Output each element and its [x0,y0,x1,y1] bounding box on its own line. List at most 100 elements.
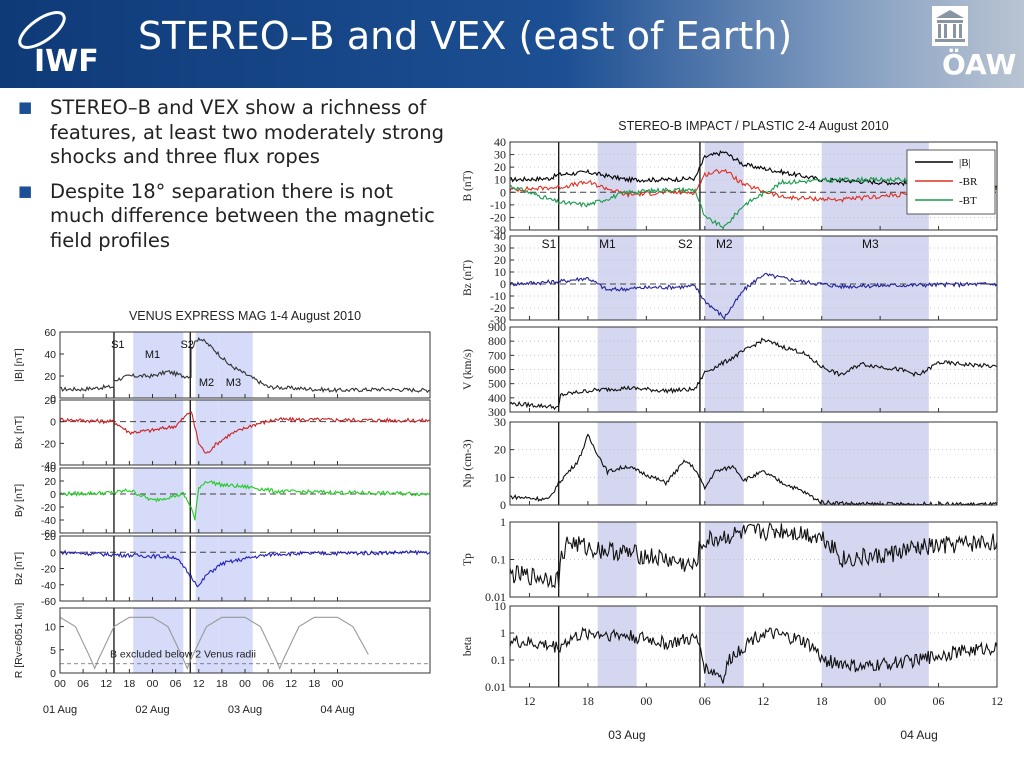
legend-label: -BT [959,195,977,207]
y-tick-label: 600 [488,363,506,377]
chart-legend: |B| -BR -BT [906,149,996,215]
y-tick-label: 40 [494,229,506,243]
flux-rope-band [195,608,219,673]
y-axis-label: Tp [462,553,474,566]
y-tick-label: -60 [41,528,56,540]
y-tick-label: -20 [41,502,56,514]
date-label: 03 Aug [228,704,262,716]
flux-rope-band [195,468,219,533]
x-tick-label: 18 [582,694,594,708]
x-tick-label: 12 [285,678,297,690]
y-tick-label: 40 [44,349,56,361]
y-tick-label: 0 [50,417,56,429]
panel-frame [509,421,998,506]
series-line [59,616,369,670]
flux-rope-band [821,606,929,687]
y-tick-label: -20 [490,210,506,224]
series-line [509,337,998,411]
x-tick-label: 12 [193,678,205,690]
bullet-marker-icon: ■ [18,98,33,116]
y-axis-label: B (nT) [462,170,474,201]
x-tick-label: 12 [100,678,112,690]
bullet-text: STEREO–B and VEX show a richness of feat… [50,96,444,168]
y-tick-label: 10 [44,622,56,634]
flux-rope-band [133,400,184,465]
y-tick-label: 10 [494,265,506,279]
flux-rope-band [218,468,253,533]
flux-rope-band [195,400,219,465]
event-label: M3 [226,377,241,389]
y-tick-label: 30 [494,241,506,255]
y-tick-label: 5 [50,645,56,657]
x-tick-label: 18 [216,678,228,690]
date-label: 04 Aug [900,728,937,742]
y-tick-label: -30 [490,223,506,237]
x-tick-label: 06 [933,694,945,708]
y-axis-label: Bz [nT] [13,552,25,585]
event-label: S2 [180,339,193,351]
y-tick-label: 0 [50,489,56,501]
y-tick-label: -40 [41,580,56,592]
event-label: M2 [199,377,214,389]
y-tick-label: 20 [44,395,56,407]
y-tick-label: 0.1 [491,553,506,567]
y-tick-label: 10 [494,470,506,484]
y-axis-label: Bx [nT] [13,416,25,449]
x-tick-label: 12 [991,694,1003,708]
x-tick-label: 12 [757,694,769,708]
x-tick-label: 00 [54,678,66,690]
x-tick-label: 12 [523,694,535,708]
y-tick-label: 20 [494,160,506,174]
chart-title: STEREO-B IMPACT / PLASTIC 2-4 August 201… [618,119,889,133]
event-label: S2 [678,237,693,251]
x-tick-label: 18 [309,678,321,690]
y-tick-label: 0 [500,185,506,199]
flux-rope-band [704,422,744,505]
bullet-marker-icon: ■ [18,181,33,200]
x-tick-label: 06 [170,678,182,690]
y-axis-label: |B| [nT] [13,348,25,382]
y-tick-label: 400 [488,391,506,405]
flux-rope-band [133,332,184,398]
bullet-text: Despite 18° separation there is not much… [50,179,435,252]
x-tick-label: 00 [239,678,251,690]
y-tick-label: 60 [44,327,56,339]
x-tick-label: 06 [262,678,274,690]
flux-rope-band [597,236,637,320]
chart-panel: 20 0 -20 -40 -60 Bz [nT] [13,531,431,608]
x-tick-label: 00 [640,694,652,708]
y-axis-label: By [nT] [13,484,25,517]
bullet-item: ■ STEREO–B and VEX show a richness of fea… [18,96,448,170]
series-line [59,480,431,521]
flux-rope-band [704,606,744,687]
y-tick-label: 30 [494,148,506,162]
iwf-logo-text: IWF [34,44,99,79]
series-line [59,336,431,394]
y-axis-label: Bz (nT) [462,260,474,296]
series-line [509,272,998,320]
y-tick-label: 20 [494,443,506,457]
y-tick-label: -10 [490,289,506,303]
y-tick-label: 800 [488,334,506,348]
y-tick-label: 700 [488,348,506,362]
y-tick-label: 20 [44,476,56,488]
x-tick-label: 00 [147,678,159,690]
event-label: M2 [716,237,733,251]
panel-frame [509,141,998,231]
series-line [59,549,431,588]
date-label: 03 Aug [608,728,645,742]
event-label: M1 [145,349,160,361]
y-tick-label: 1 [500,515,506,529]
series-line [509,522,998,589]
y-tick-label: 0 [50,668,56,680]
event-label: S1 [542,237,557,251]
y-tick-label: -20 [490,301,506,315]
flux-rope-band [195,536,219,601]
y-tick-label: -10 [490,198,506,212]
chart-panel: 1 0.1 0.01 Tp [462,515,998,604]
date-label: 04 Aug [320,704,354,716]
oaw-logo: ÖAW [924,4,1020,84]
flux-rope-band [133,536,184,601]
